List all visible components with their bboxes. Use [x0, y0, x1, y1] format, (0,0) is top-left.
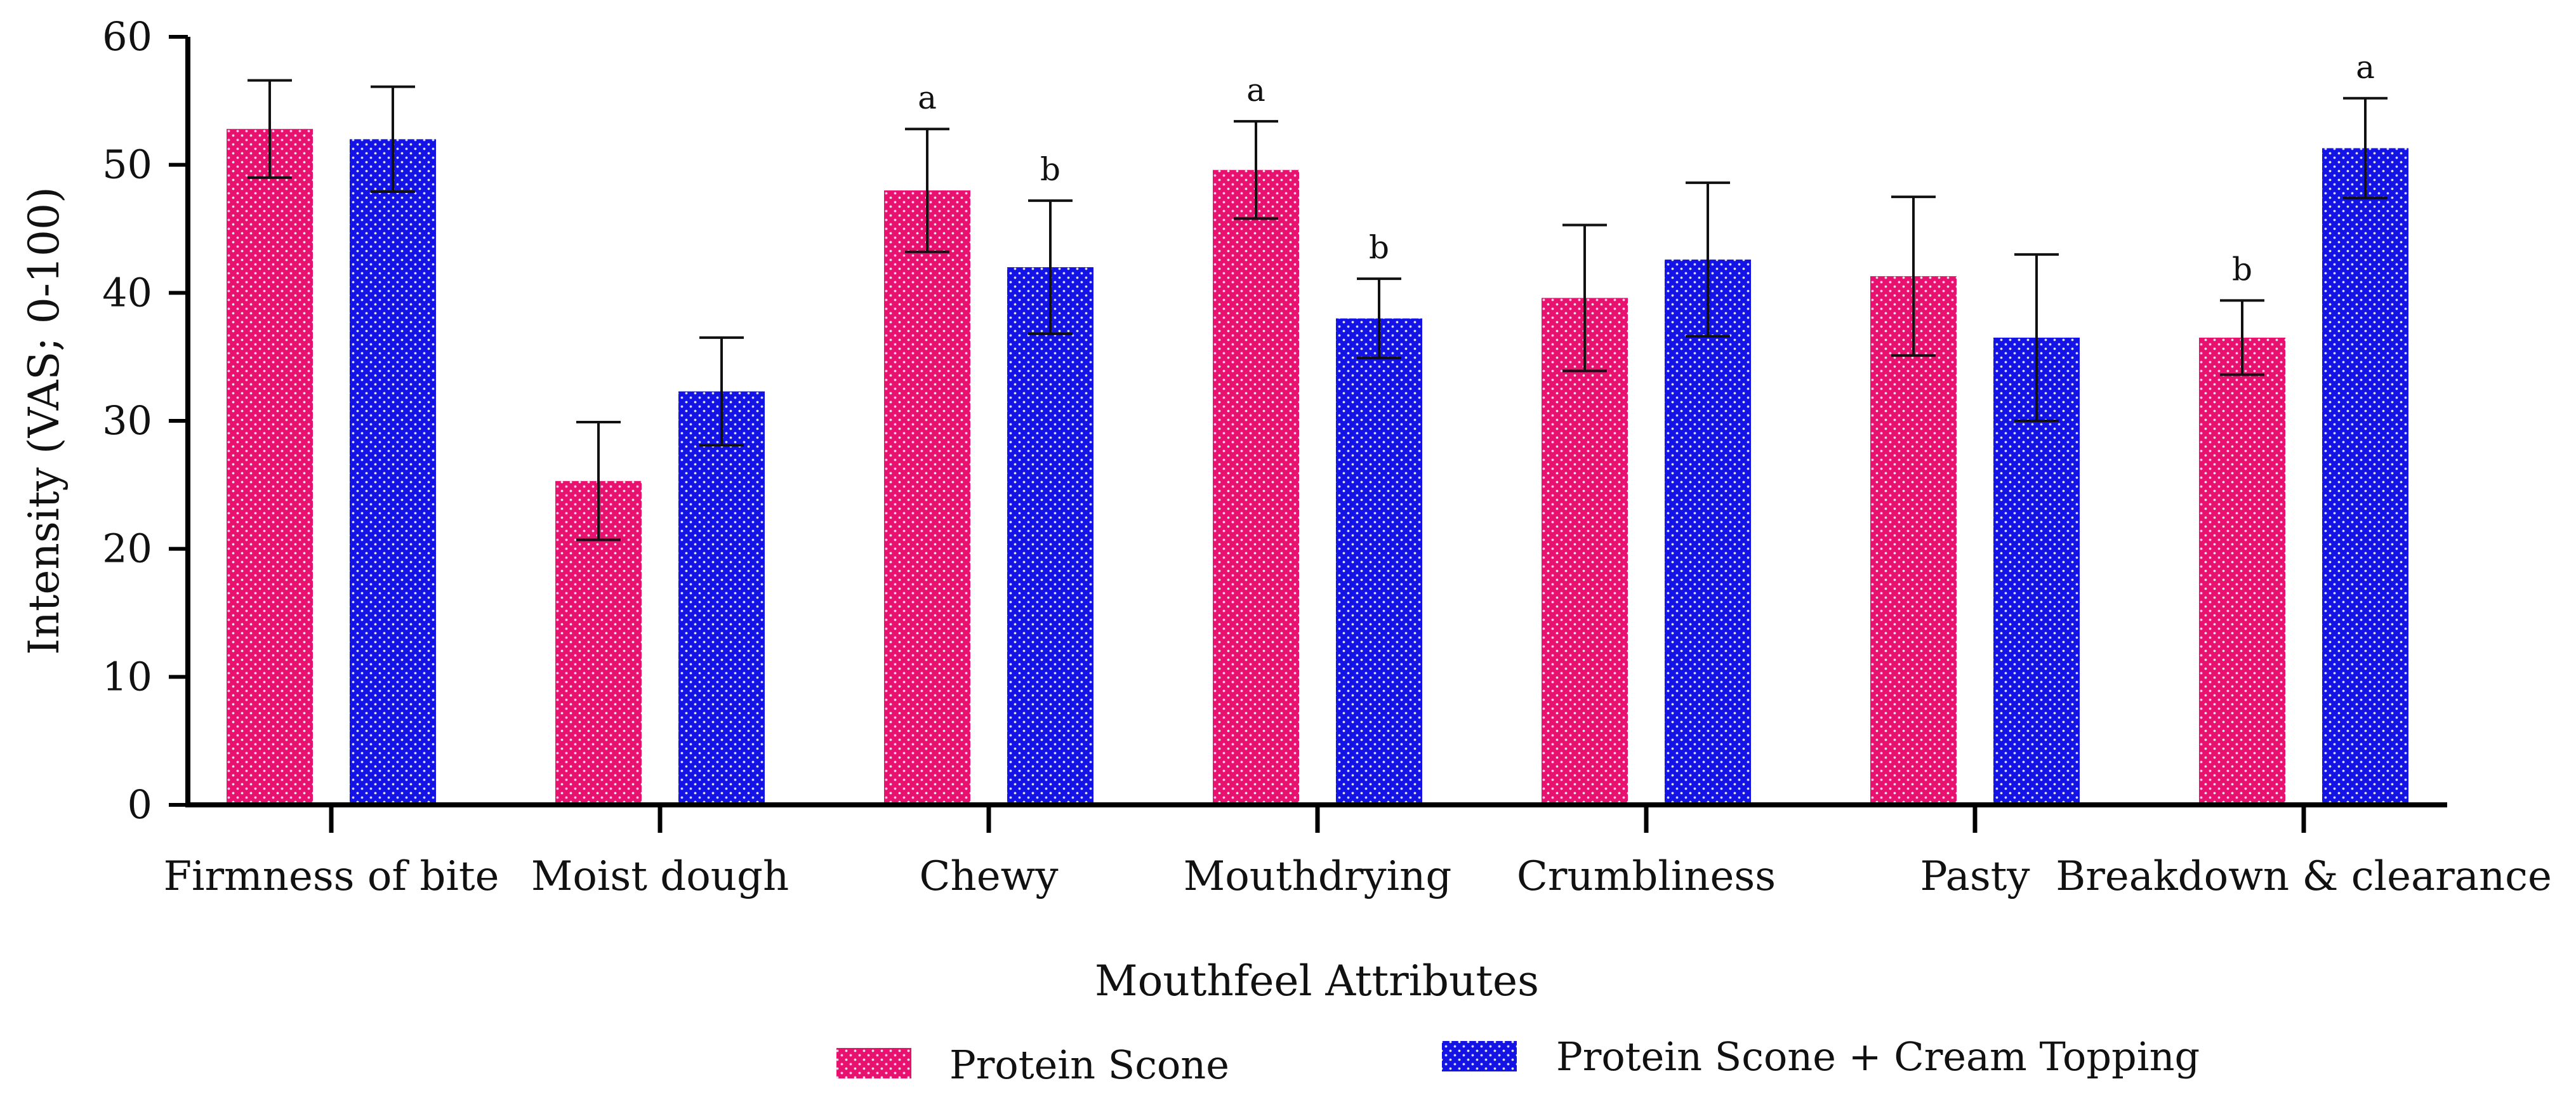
y-axis-title: Intensity (VAS; 0-100) — [20, 187, 69, 654]
error-bar — [1686, 181, 1730, 338]
bar — [227, 129, 313, 805]
bar — [1542, 298, 1628, 805]
error-bar — [1028, 199, 1073, 335]
error-bar — [371, 85, 415, 194]
bar — [678, 391, 765, 805]
axes — [185, 37, 2447, 807]
legend-swatch — [1442, 1041, 1517, 1071]
significance-label: a — [918, 79, 937, 116]
error-bars-layer — [248, 79, 2388, 541]
error-bar — [905, 128, 949, 253]
legend-label: Protein Scone — [949, 1042, 1229, 1088]
bar — [1870, 276, 1957, 805]
error-bar — [1357, 277, 1401, 360]
significance-label: b — [2232, 251, 2252, 288]
bar — [1213, 169, 1299, 805]
legend-item: Protein Scone — [836, 1042, 1229, 1088]
y-tick-label: 40 — [102, 269, 152, 315]
significance-labels-layer: a a b b b a — [918, 49, 2375, 288]
x-tick-label: Pasty — [1920, 853, 2030, 900]
x-tick-label: Crumbliness — [1517, 853, 1776, 900]
error-bar — [1891, 196, 1936, 357]
x-tick-label: Mouthdrying — [1184, 853, 1452, 900]
legend-item: Protein Scone + Cream Topping — [1442, 1033, 2200, 1080]
error-bar — [2014, 253, 2059, 422]
bar — [2199, 337, 2285, 805]
error-bar — [2343, 96, 2388, 200]
bar — [1007, 267, 1093, 805]
bar — [2322, 148, 2408, 805]
y-tick-label: 0 — [128, 781, 152, 828]
x-tick-label: Firmness of bite — [164, 853, 499, 900]
bars-layer — [227, 129, 2408, 805]
bar — [884, 190, 970, 805]
legend-swatch — [836, 1048, 911, 1078]
error-bar — [1562, 223, 1607, 373]
significance-label: b — [1369, 229, 1389, 266]
error-bar — [1234, 120, 1278, 220]
y-tick-label: 10 — [102, 653, 152, 699]
y-tick-label: 30 — [102, 397, 152, 444]
bar — [1336, 318, 1422, 805]
x-ticks: Firmness of bite Moist dough Chewy Mouthdry… — [164, 805, 2552, 900]
x-axis-title: Mouthfeel Attributes — [1095, 957, 1539, 1005]
x-tick-label: Moist dough — [531, 853, 789, 900]
error-bar — [2220, 299, 2264, 376]
x-tick-label: Breakdown & clearance — [2056, 853, 2552, 900]
bar — [350, 139, 436, 805]
legend-label: Protein Scone + Cream Topping — [1556, 1033, 2200, 1080]
y-tick-label: 60 — [102, 13, 152, 60]
x-tick-label: Chewy — [920, 853, 1059, 900]
y-tick-label: 20 — [102, 526, 152, 572]
significance-label: b — [1040, 151, 1060, 188]
y-tick-label: 50 — [102, 142, 152, 188]
error-bar — [576, 421, 621, 541]
legend: Protein Scone Protein Scone + Cream Toppi… — [836, 1033, 2200, 1088]
error-bar — [699, 336, 744, 447]
y-ticks: 0 10 20 30 40 50 60 — [102, 13, 188, 828]
error-bar — [248, 79, 292, 179]
bar — [1665, 259, 1751, 805]
significance-label: a — [1246, 72, 1265, 109]
significance-label: a — [2356, 49, 2375, 86]
